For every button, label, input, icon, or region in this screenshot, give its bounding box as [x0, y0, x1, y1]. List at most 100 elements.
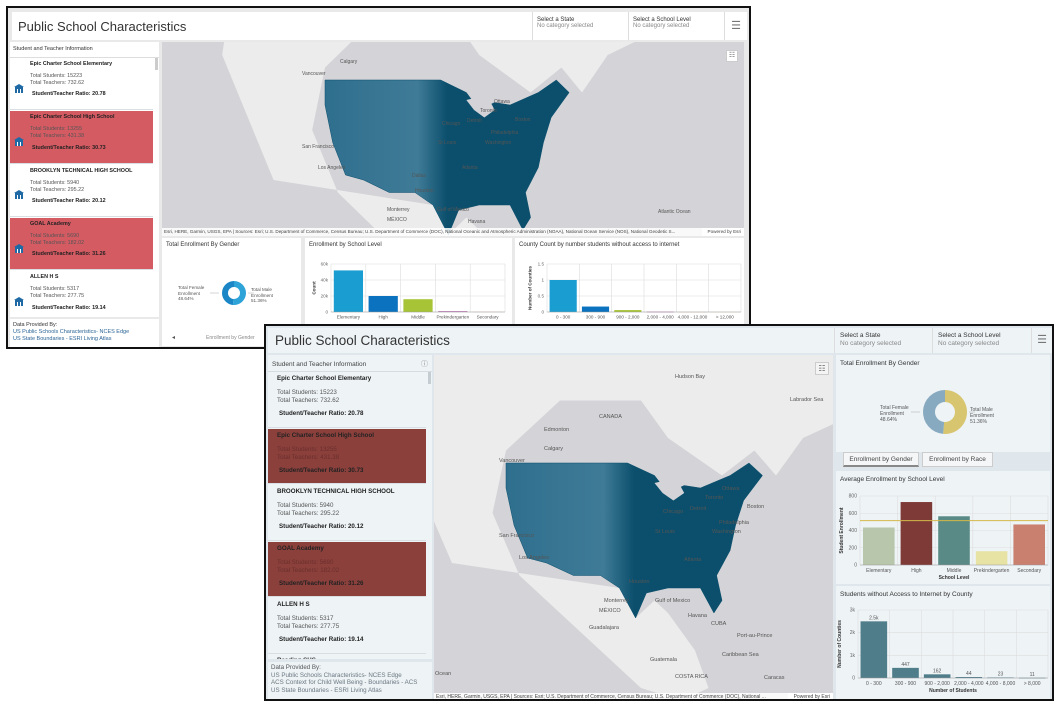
- school-points-layer[interactable]: [505, 462, 763, 619]
- list-item[interactable]: ALLEN H S Total Students: 5317 Total Teach…: [268, 598, 426, 654]
- map-label: Ocean: [435, 671, 452, 677]
- map[interactable]: Calgary Vancouver San Francisco Los Angeles…: [162, 42, 744, 236]
- school-name: ALLEN H S: [30, 274, 59, 281]
- x-tick-label: Middle: [411, 315, 425, 320]
- legend-icon[interactable]: ☷: [815, 362, 829, 375]
- data-label: 162: [933, 668, 942, 674]
- bar[interactable]: [975, 551, 1008, 565]
- x-tick-label: Prekindergarten: [974, 568, 1010, 574]
- map-label: Guadalajara: [589, 625, 619, 631]
- male-pct: 51.36%: [251, 298, 267, 303]
- menu-icon[interactable]: ☰: [724, 12, 747, 40]
- list-item[interactable]: Epic Charter School Elementary Total Stud…: [268, 372, 426, 428]
- list-item[interactable]: Epic Charter School Elementary Total Stud…: [10, 58, 153, 111]
- map-label: St Louis: [655, 529, 675, 535]
- source-link[interactable]: US State Boundaries - ESRI Living Atlas: [271, 686, 382, 694]
- bar[interactable]: [860, 621, 888, 678]
- list-item[interactable]: GOAL Academy Total Students: 5690 Total Te…: [10, 217, 153, 271]
- bar[interactable]: [900, 502, 933, 565]
- list-item[interactable]: BROOKLYN TECHNICAL HIGH SCHOOL Total Stud…: [10, 165, 153, 217]
- map-label: Houston: [415, 188, 434, 194]
- menu-icon[interactable]: ☰: [1031, 328, 1052, 353]
- school-list[interactable]: Epic Charter School Elementary Total Stud…: [10, 58, 159, 317]
- map-label: Caracas: [764, 675, 785, 681]
- list-scrollbar[interactable]: [155, 58, 158, 70]
- gender-nav-label[interactable]: Enrollment by Gender: [206, 335, 255, 341]
- internet-chart[interactable]: 0 0.5 1 1.5 0 - 300 300 - 900 900 - 2,000 2,000…: [515, 246, 744, 346]
- female-slice[interactable]: [923, 390, 945, 434]
- bar[interactable]: [549, 280, 577, 312]
- internet-chart[interactable]: 0 1k 2k 3k 0 - 300 2.5k 300 - 900 447 900 - 2,00…: [836, 586, 1050, 700]
- y-tick-label: 400: [849, 528, 858, 534]
- state-filter[interactable]: Select a State No category selected: [834, 328, 932, 353]
- source-link[interactable]: US Public Schools Characteristics- NCES …: [13, 329, 130, 335]
- powered-by-esri[interactable]: Powered by Esri: [701, 228, 744, 236]
- x-tick-label: Prekindergarten: [436, 315, 469, 320]
- map-attribution: Esri, HERE, Garmin, USGS, EPA | Sources:…: [434, 693, 833, 699]
- gender-panel: Total Enrollment By Gender Total Female …: [836, 355, 1050, 452]
- source-link[interactable]: US State Boundaries - ESRI Living Atlas: [13, 336, 112, 342]
- tab-enrollment-by-gender[interactable]: Enrollment by Gender: [843, 452, 919, 467]
- school-level-filter[interactable]: Select a School Level No category select…: [628, 12, 724, 40]
- x-tick-label: 2,000 - 4,000: [954, 681, 984, 687]
- bar[interactable]: [892, 667, 919, 678]
- gender-donut-chart[interactable]: [836, 367, 1050, 452]
- map[interactable]: Hudson Bay CANADA Edmonton Calgary Vancouver…: [434, 355, 833, 701]
- list-item[interactable]: ALLEN H S Total Students: 5317 Total Teach…: [10, 271, 153, 317]
- female-slice[interactable]: [222, 281, 234, 305]
- source-link[interactable]: US Public Schools Characteristics- NCES …: [271, 671, 402, 679]
- map-label: Gulf of Mexico: [437, 207, 469, 213]
- list-item-partial[interactable]: Reading SHS: [268, 655, 426, 660]
- map-label: Caribbean Sea: [722, 652, 759, 658]
- map-canvas[interactable]: [162, 42, 744, 236]
- male-slice[interactable]: [943, 390, 967, 434]
- list-item[interactable]: BROOKLYN TECHNICAL HIGH SCHOOL Total Stud…: [268, 485, 426, 541]
- bar[interactable]: [1013, 524, 1045, 565]
- y-tick-label: 0: [854, 563, 857, 569]
- map-label: Toronto: [705, 495, 724, 501]
- bar[interactable]: [614, 310, 642, 312]
- map-label: Atlanta: [684, 557, 702, 563]
- school-level-filter[interactable]: Select a School Level No category select…: [932, 328, 1031, 353]
- back-dashboard-window: Public School Characteristics Select a S…: [6, 6, 751, 349]
- school-points-layer[interactable]: [324, 79, 570, 236]
- map-label: Los Angeles: [519, 555, 549, 561]
- bar[interactable]: [581, 306, 610, 312]
- bar[interactable]: [938, 516, 970, 565]
- powered-by-esri[interactable]: Powered by Esri: [787, 693, 833, 699]
- male-slice[interactable]: [232, 281, 246, 305]
- bar[interactable]: [333, 270, 364, 312]
- avg-enrollment-chart[interactable]: 0 200 400 600 800 Elementary High Middle Prekind…: [836, 471, 1050, 584]
- school-name: ALLEN H S: [277, 601, 310, 608]
- list-item[interactable]: Epic Charter School High School Total Stu…: [268, 428, 426, 484]
- tab-enrollment-by-race[interactable]: Enrollment by Race: [922, 452, 993, 467]
- list-title: Student and Teacher Information: [272, 361, 367, 368]
- total-students: Total Students: 15223: [30, 73, 83, 80]
- y-tick-label: 0: [852, 676, 855, 682]
- bar[interactable]: [403, 299, 433, 312]
- map-canvas[interactable]: [434, 355, 833, 701]
- school-list[interactable]: Epic Charter School Elementary Total Stud…: [268, 372, 432, 659]
- bar[interactable]: [955, 677, 983, 678]
- bar[interactable]: [368, 296, 398, 312]
- great-lakes: [466, 95, 495, 118]
- gender-donut-chart[interactable]: [162, 250, 301, 340]
- list-item[interactable]: Epic Charter School High School Total Stu…: [10, 111, 153, 164]
- prev-arrow-icon[interactable]: ◂: [172, 335, 176, 341]
- data-sources-footer: Data Provided By: US Public Schools Char…: [10, 319, 159, 347]
- front-dashboard-window: Public School Characteristics Select a S…: [264, 324, 1054, 701]
- bar[interactable]: [923, 674, 951, 678]
- source-link[interactable]: ACS Context for Child Well Being - Bound…: [271, 679, 418, 687]
- total-teachers: Total Teachers: 732.62: [30, 80, 85, 87]
- bar[interactable]: [863, 527, 895, 565]
- info-icon[interactable]: ⓘ: [421, 361, 428, 368]
- school-level-chart[interactable]: 0 20k 40k 60k Elementary High Middle Prekinderg…: [305, 246, 512, 346]
- list-scrollbar[interactable]: [428, 372, 431, 384]
- list-item[interactable]: GOAL Academy Total Students: 5690 Total Te…: [268, 541, 426, 597]
- school-name: Epic Charter School Elementary: [30, 61, 113, 67]
- state-filter[interactable]: Select a State No category selected: [532, 12, 628, 40]
- legend-icon[interactable]: ☷: [726, 50, 738, 62]
- x-tick-label: 0 - 300: [556, 315, 571, 320]
- school-name: Epic Charter School High School: [30, 114, 115, 121]
- bar[interactable]: [438, 311, 468, 312]
